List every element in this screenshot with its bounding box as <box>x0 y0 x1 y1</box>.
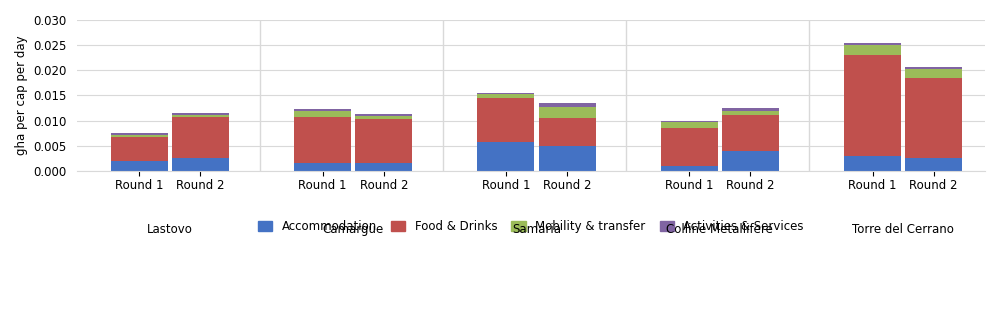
Bar <box>355 164 412 171</box>
Bar <box>844 45 901 55</box>
Bar <box>539 146 596 171</box>
Bar <box>844 55 901 156</box>
Bar <box>111 161 168 171</box>
Bar <box>661 166 718 171</box>
Bar <box>294 116 351 164</box>
Bar <box>111 137 168 161</box>
Bar <box>905 69 962 78</box>
Bar <box>355 119 412 164</box>
Bar <box>539 103 596 107</box>
Bar <box>294 109 351 111</box>
Bar <box>722 114 779 151</box>
Bar <box>661 128 718 166</box>
Y-axis label: gha per cap per day: gha per cap per day <box>15 36 28 155</box>
Bar <box>661 121 718 122</box>
Bar <box>172 158 229 171</box>
Bar <box>172 114 229 116</box>
Bar <box>844 156 901 171</box>
Bar <box>111 135 168 137</box>
Bar <box>905 67 962 69</box>
Bar <box>722 108 779 111</box>
Bar <box>539 118 596 146</box>
Bar <box>111 133 168 135</box>
Bar <box>477 93 534 95</box>
Bar <box>722 111 779 114</box>
Bar <box>844 43 901 45</box>
Bar <box>722 151 779 171</box>
Bar <box>905 78 962 158</box>
Legend: Accommodation, Food & Drinks, Mobility & transfer, Activities & Services: Accommodation, Food & Drinks, Mobility &… <box>253 215 808 237</box>
Bar <box>172 112 229 114</box>
Bar <box>905 158 962 171</box>
Bar <box>355 114 412 115</box>
Bar <box>539 107 596 118</box>
Bar <box>294 111 351 116</box>
Bar <box>661 122 718 128</box>
Bar <box>355 115 412 119</box>
Bar <box>477 98 534 142</box>
Bar <box>294 164 351 171</box>
Bar <box>172 116 229 158</box>
Bar <box>477 95 534 98</box>
Bar <box>477 142 534 171</box>
